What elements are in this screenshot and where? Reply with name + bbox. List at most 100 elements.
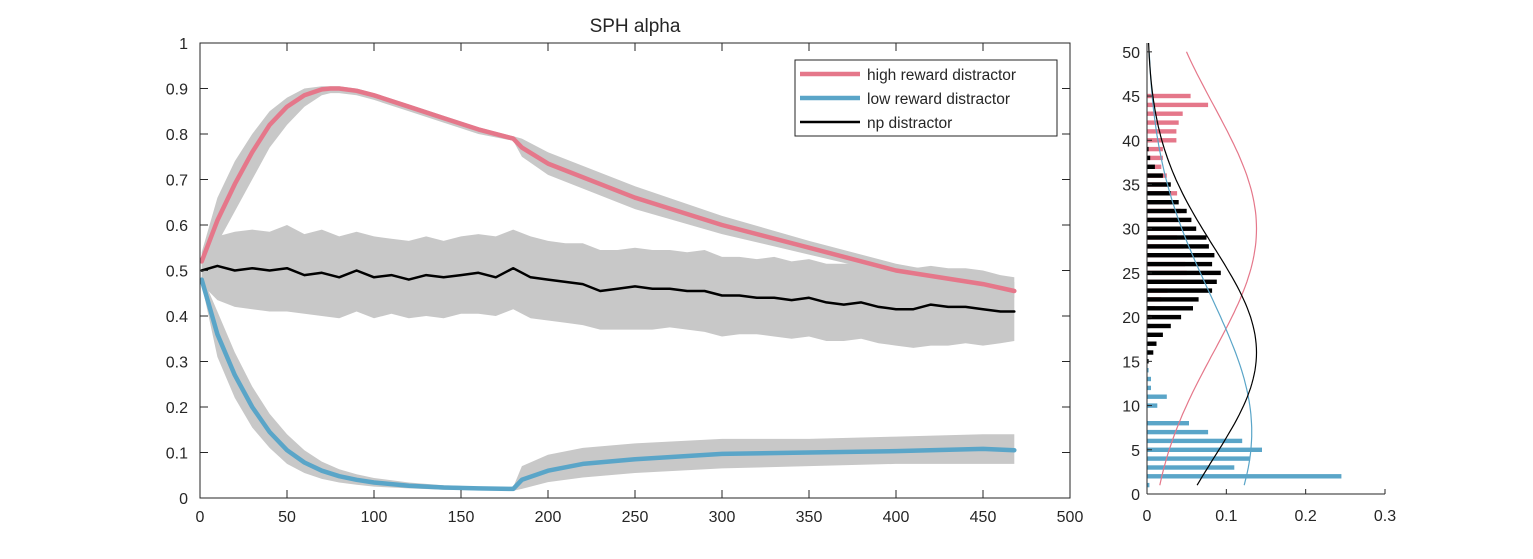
x-tick-label: 0 — [196, 509, 205, 526]
y-tick-label: 0.6 — [166, 218, 188, 235]
legend-label-low: low reward distractor — [867, 91, 1010, 108]
hist-bar-np — [1147, 253, 1215, 258]
hist-bar-low — [1147, 438, 1243, 444]
fit-curve-high — [1159, 51, 1258, 486]
hist-bar-high — [1147, 102, 1209, 108]
hist-bar-low — [1147, 368, 1149, 373]
hist-bar-np — [1147, 314, 1182, 320]
hist-bar-low — [1147, 482, 1150, 488]
hist-bar-np — [1147, 217, 1192, 223]
y-tick-label: 0.2 — [166, 400, 188, 417]
line-high — [199, 86, 1017, 294]
side-y-tick-label: 25 — [1122, 266, 1140, 283]
side-y-tick-label: 30 — [1122, 222, 1140, 239]
hist-bar-np — [1147, 164, 1155, 169]
hist-bar-low — [1147, 421, 1189, 426]
confidence-bands — [201, 86, 1015, 491]
hist-bar-high — [1147, 155, 1163, 161]
line-low — [199, 277, 1017, 492]
hist-bar-np — [1147, 261, 1213, 267]
fit-curve-np — [1148, 42, 1258, 486]
hist-bar-low — [1147, 429, 1209, 435]
hist-bar-np — [1147, 306, 1193, 311]
distribution-curves — [1148, 42, 1258, 486]
x-tick-label: 300 — [709, 509, 736, 526]
chart-title: SPH alpha — [590, 16, 681, 37]
band-np — [201, 225, 1015, 348]
hist-bar-low — [1147, 403, 1158, 408]
main-x-axis: 0 50 100 150 200 250 300 350 400 450 500 — [196, 43, 1084, 526]
x-tick-label: 500 — [1057, 509, 1084, 526]
hist-bar-high — [1147, 120, 1179, 125]
main-chart: 0 50 100 150 200 250 300 350 400 450 500 0 0.1 0.2 0.… — [166, 16, 1084, 526]
band-high — [201, 86, 1015, 298]
hist-bar-np — [1147, 270, 1221, 276]
series-lines — [199, 86, 1017, 492]
x-tick-label: 250 — [622, 509, 649, 526]
hist-bar-low — [1147, 456, 1251, 461]
hist-bar-low — [1147, 376, 1151, 382]
hist-bar-np — [1147, 235, 1207, 240]
x-tick-label: 100 — [361, 509, 388, 526]
hist-bar-np — [1147, 341, 1157, 346]
x-tick-label: 50 — [278, 509, 296, 526]
legend: high reward distractor low reward distra… — [794, 59, 1058, 137]
x-tick-label: 450 — [970, 509, 997, 526]
side-y-tick-label: 20 — [1122, 310, 1140, 327]
band-low — [201, 275, 1015, 491]
hist-bar-np — [1147, 350, 1154, 355]
y-tick-label: 0.7 — [166, 173, 188, 190]
x-tick-label: 400 — [883, 509, 910, 526]
hist-bar-np — [1147, 332, 1163, 337]
side-x-tick-label: 0.2 — [1295, 508, 1317, 525]
side-y-axis: 0 5 10 15 20 25 30 35 40 45 50 — [1122, 45, 1152, 504]
x-tick-label: 350 — [796, 509, 823, 526]
hist-bar-np — [1147, 182, 1171, 187]
hist-bar-np — [1147, 208, 1187, 214]
side-x-tick-label: 0.1 — [1215, 508, 1237, 525]
side-y-tick-label: 45 — [1122, 89, 1140, 106]
side-y-tick-label: 35 — [1122, 177, 1140, 194]
y-tick-label: 0 — [179, 491, 188, 508]
side-y-tick-label: 15 — [1122, 354, 1140, 371]
hist-bar-high — [1147, 111, 1183, 116]
y-tick-label: 0.8 — [166, 127, 188, 144]
x-tick-label: 150 — [448, 509, 475, 526]
side-x-tick-label: 0.3 — [1374, 508, 1396, 525]
side-x-axis: 0 0.1 0.2 0.3 — [1143, 489, 1396, 525]
hist-bar-high — [1147, 146, 1163, 152]
side-y-tick-label: 50 — [1122, 45, 1140, 62]
main-y-axis: 0 0.1 0.2 0.3 0.4 0.5 0.6 0.7 0.8 0.9 1 — [166, 36, 1070, 508]
y-tick-label: 0.3 — [166, 355, 188, 372]
hist-bar-np — [1147, 146, 1149, 152]
y-tick-label: 0.5 — [166, 264, 188, 281]
side-y-tick-label: 10 — [1122, 399, 1140, 416]
hist-bar-high — [1147, 93, 1191, 99]
side-y-tick-label: 0 — [1131, 487, 1140, 504]
hist-bar-low — [1147, 465, 1235, 470]
side-x-tick-label: 0 — [1143, 508, 1152, 525]
hist-bar-high — [1147, 129, 1177, 134]
y-tick-label: 0.9 — [166, 82, 188, 99]
y-tick-label: 0.1 — [166, 446, 188, 463]
hist-bar-np — [1147, 323, 1171, 329]
legend-label-high: high reward distractor — [867, 67, 1016, 84]
hist-bar-np — [1147, 279, 1217, 284]
hist-bar-np — [1147, 297, 1199, 302]
legend-label-np: np distractor — [867, 115, 952, 132]
hist-bar-np — [1147, 244, 1209, 249]
hist-bar-np — [1147, 288, 1213, 293]
hist-bar-np — [1147, 191, 1171, 196]
hist-bar-low — [1147, 474, 1342, 479]
hist-bar-low — [1147, 385, 1151, 391]
fit-curve-low — [1148, 51, 1253, 486]
y-tick-label: 0.4 — [166, 309, 188, 326]
hist-bar-np — [1147, 200, 1179, 205]
line-np — [200, 264, 1016, 313]
hist-bar-np — [1147, 226, 1197, 231]
side-y-tick-label: 5 — [1131, 443, 1140, 460]
y-tick-label: 1 — [179, 36, 188, 53]
hist-bar-low — [1147, 394, 1167, 399]
